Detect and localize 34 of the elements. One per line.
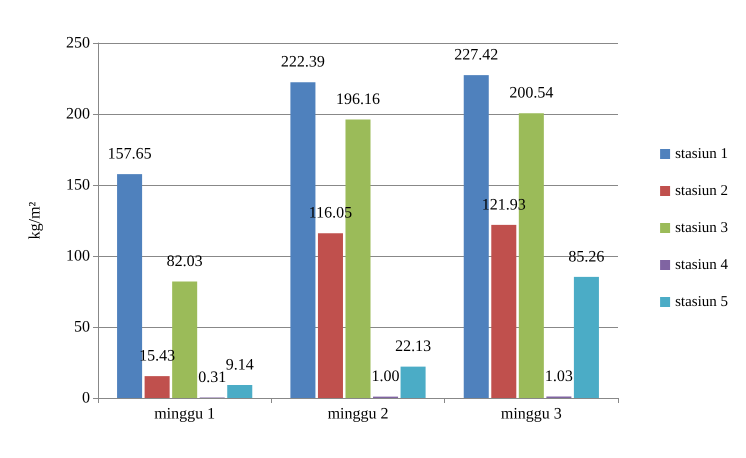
x-tick-label: minggu 1	[154, 406, 216, 422]
legend-label: stasiun 1	[675, 146, 728, 162]
bar	[144, 376, 170, 398]
legend-label: stasiun 2	[675, 183, 728, 199]
legend-label: stasiun 3	[675, 220, 728, 236]
y-tick-label: 0	[82, 390, 90, 406]
y-axis-title: kg/m²	[26, 201, 44, 240]
data-label: 82.03	[166, 253, 203, 270]
x-tick-label: minggu 2	[328, 406, 388, 422]
legend-label: stasiun 5	[675, 294, 728, 310]
data-label: 9.14	[226, 356, 254, 374]
x-tick-label: minggu 3	[500, 406, 562, 422]
data-label: 200.54	[509, 84, 554, 102]
y-tick-label: 200	[66, 106, 90, 122]
data-label: 0.31	[198, 369, 226, 386]
bar	[227, 385, 252, 398]
bar	[574, 276, 599, 398]
data-label: 157.65	[108, 146, 152, 163]
data-label: 1.00	[372, 368, 400, 386]
bar	[117, 174, 142, 398]
y-tick-label: 50	[74, 318, 90, 336]
data-label: 85.26	[568, 248, 604, 266]
y-tick-label: 250	[66, 34, 90, 52]
data-label: 222.39	[280, 54, 325, 71]
legend-label: stasiun 4	[675, 257, 728, 273]
data-label: 196.16	[336, 90, 380, 108]
bar	[400, 366, 426, 398]
data-label: 227.42	[454, 46, 498, 64]
y-tick-label: 150	[66, 176, 90, 194]
data-label: 1.03	[544, 368, 573, 386]
y-tick-label: 100	[66, 248, 90, 264]
bar	[491, 224, 516, 398]
bar	[318, 233, 343, 398]
data-label: 22.13	[395, 338, 432, 356]
